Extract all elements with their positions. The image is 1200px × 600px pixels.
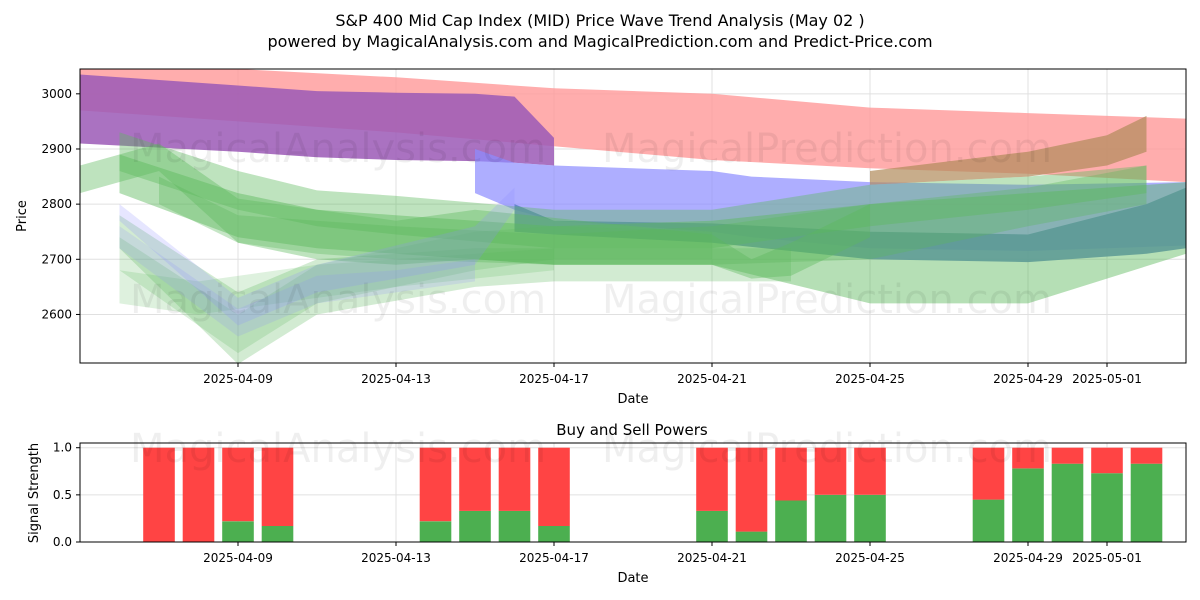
sell-bar-2025-04-24: [814, 447, 847, 495]
sell-bar-2025-04-16: [498, 447, 531, 511]
price-axes-frame: [79, 68, 1187, 364]
watermark-prediction-bottom: MagicalPrediction.com: [602, 426, 1052, 472]
wave-band-blue-13: [119, 226, 475, 337]
signal-x-tick-label: 2025-04-25: [835, 551, 905, 565]
buy-bar-2025-04-09: [222, 521, 254, 542]
watermark-analysis-mid: MagicalAnalysis.com: [130, 277, 546, 323]
signal-x-tick-label: 2025-04-13: [361, 551, 431, 565]
wave-band-green-9: [119, 215, 791, 363]
wave-band-green-8: [80, 143, 870, 279]
sell-bar-2025-04-22: [735, 447, 768, 532]
signal-y-tick-label: 1.0: [53, 441, 72, 455]
signal-x-axis-label: Date: [617, 571, 648, 586]
price-y-tick-label: 3000: [41, 87, 72, 101]
price-x-tick-label: 2025-04-29: [993, 372, 1063, 386]
buy-bar-2025-05-02: [1130, 463, 1163, 542]
signal-x-tick-label: 2025-04-29: [993, 551, 1063, 565]
sell-bar-2025-04-17: [538, 447, 570, 526]
signal-y-axis-label: Signal Strength: [27, 443, 42, 543]
buy-bar-2025-04-16: [498, 510, 531, 542]
price-x-tick-label: 2025-04-25: [835, 372, 905, 386]
buy-bar-2025-04-17: [538, 526, 570, 542]
price-y-tick-label: 2800: [41, 197, 72, 211]
wave-band-steel-3: [514, 187, 1186, 263]
wave-band-green-7: [159, 165, 1147, 265]
price-y-tick-label: 2700: [41, 252, 72, 266]
wave-band-green-11: [119, 248, 554, 315]
sell-bar-2025-04-29: [1012, 447, 1044, 469]
watermark-prediction-mid: MagicalPrediction.com: [602, 277, 1052, 323]
sell-bar-2025-04-07: [143, 447, 175, 542]
buy-bar-2025-04-30: [1051, 463, 1084, 542]
sell-bar-2025-05-01: [1091, 447, 1123, 474]
wave-band-green-5: [119, 154, 1186, 304]
watermark-prediction-top: MagicalPrediction.com: [602, 126, 1052, 172]
buy-bar-2025-05-01: [1091, 473, 1123, 542]
sell-bar-2025-04-25: [854, 447, 886, 495]
sell-bar-2025-05-02: [1130, 447, 1163, 464]
price-panel: MagicalAnalysis.com MagicalPrediction.co…: [15, 68, 1187, 407]
signal-x-tick-label: 2025-04-21: [677, 551, 747, 565]
signal-bars: [143, 447, 1163, 542]
sell-bar-2025-04-14: [419, 447, 452, 522]
sell-bar-2025-04-15: [459, 447, 491, 511]
signal-y-tick-label: 0.5: [53, 488, 72, 502]
signal-panel-title: Buy and Sell Powers: [556, 421, 708, 439]
price-y-tick-label: 2600: [41, 307, 72, 321]
buy-bar-2025-04-24: [814, 494, 847, 542]
sell-bar-2025-04-10: [261, 447, 294, 526]
signal-y-tick-label: 0.0: [53, 535, 72, 549]
signal-x-tick-label: 2025-04-09: [203, 551, 273, 565]
signal-x-tick-label: 2025-05-01: [1072, 551, 1142, 565]
sell-bar-2025-04-09: [222, 447, 254, 522]
wave-band-purple-1: [80, 74, 554, 166]
signal-panel: Buy and Sell Powers MagicalAnalysis.com …: [27, 421, 1187, 586]
buy-bar-2025-04-29: [1012, 468, 1044, 542]
buy-bar-2025-04-21: [696, 510, 728, 542]
buy-bar-2025-04-14: [419, 521, 452, 542]
sell-bar-2025-04-08: [182, 447, 215, 542]
price-axis-ticks: 2025-04-09 2025-04-13 2025-04-17 2025-04-21…: [41, 87, 1141, 386]
buy-bar-2025-04-28: [972, 499, 1005, 542]
wave-band-green-10: [119, 226, 712, 354]
buy-bar-2025-04-15: [459, 510, 491, 542]
wave-band-blue-12: [119, 187, 515, 326]
wave-band-brown-4: [870, 115, 1147, 185]
signal-axes-frame: [79, 442, 1187, 543]
price-x-tick-label: 2025-04-17: [519, 372, 589, 386]
price-x-tick-label: 2025-05-01: [1072, 372, 1142, 386]
price-wave-bands: [80, 69, 1186, 363]
buy-bar-2025-04-10: [261, 526, 294, 542]
price-y-axis-label: Price: [15, 200, 30, 232]
signal-x-tick-label: 2025-04-17: [519, 551, 589, 565]
sell-bar-2025-04-23: [775, 447, 807, 501]
watermark-analysis-top: MagicalAnalysis.com: [130, 126, 546, 172]
signal-axis-ticks: 2025-04-09 2025-04-13 2025-04-17 2025-04-21…: [53, 441, 1142, 565]
price-x-axis-label: Date: [617, 392, 648, 407]
price-x-tick-label: 2025-04-13: [361, 372, 431, 386]
sell-bar-2025-04-21: [696, 447, 728, 511]
sell-bar-2025-04-30: [1051, 447, 1084, 464]
buy-bar-2025-04-23: [775, 500, 807, 542]
price-x-tick-label: 2025-04-09: [203, 372, 273, 386]
chart-title-line1: S&P 400 Mid Cap Index (MID) Price Wave T…: [335, 11, 864, 30]
sell-bar-2025-04-28: [972, 447, 1005, 500]
chart-title-line2: powered by MagicalAnalysis.com and Magic…: [267, 32, 932, 51]
price-y-tick-label: 2900: [41, 142, 72, 156]
wave-band-green-6: [119, 132, 1147, 249]
buy-bar-2025-04-25: [854, 494, 886, 542]
price-x-tick-label: 2025-04-21: [677, 372, 747, 386]
watermark-analysis-bottom: MagicalAnalysis.com: [130, 426, 546, 472]
buy-bar-2025-04-22: [735, 531, 768, 542]
